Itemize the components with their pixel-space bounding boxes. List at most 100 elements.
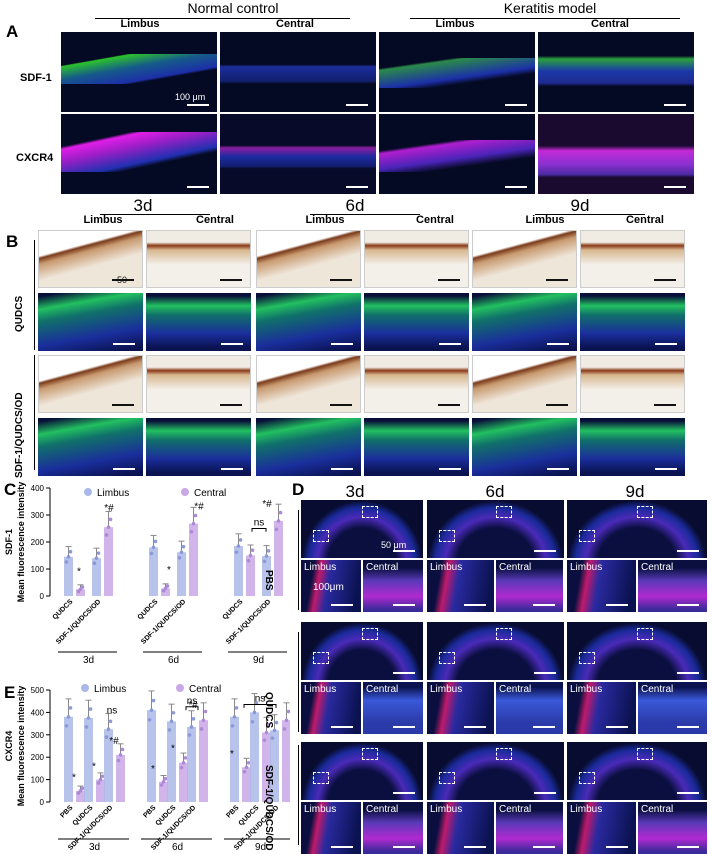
scale-bar	[533, 604, 555, 606]
data-point	[96, 781, 101, 785]
scale-bar	[393, 726, 415, 728]
data-point	[189, 725, 194, 729]
bar	[262, 556, 271, 596]
y-axis-label: Mean fluorescence intensity	[16, 686, 26, 807]
data-point	[86, 716, 91, 720]
inset-box	[362, 506, 378, 518]
significance-label: *	[92, 762, 96, 773]
inset-label: Central	[499, 684, 532, 695]
y-tick-label: 300	[31, 731, 45, 740]
data-point	[179, 550, 184, 555]
inset-box	[637, 748, 653, 760]
scale-bar	[677, 550, 699, 552]
panel-a-letter: A	[6, 22, 19, 41]
scale-bar	[677, 846, 699, 848]
scale-bar	[534, 792, 556, 794]
scale-bar	[533, 726, 555, 728]
inset-box	[496, 628, 512, 640]
legend-marker	[181, 488, 189, 496]
scale-bar	[346, 104, 368, 106]
data-point	[238, 538, 243, 542]
scale-bar	[547, 468, 569, 470]
data-point	[68, 706, 73, 710]
scale-bar	[546, 279, 568, 281]
micrograph-sdf1-keratitis-limbus	[379, 32, 535, 112]
group-line	[95, 18, 350, 19]
legend-label: Limbus	[94, 684, 126, 695]
scale-bar	[677, 792, 699, 794]
bar	[270, 730, 279, 802]
inset-label: Limbus	[304, 562, 337, 573]
scale-bar	[393, 604, 415, 606]
inset-central: Central	[363, 802, 423, 854]
col-limbus: Limbus	[305, 214, 345, 226]
data-point	[100, 774, 105, 779]
group-bracket	[34, 240, 35, 350]
scale-bar	[331, 343, 353, 345]
bar	[262, 732, 271, 802]
data-point	[264, 554, 269, 558]
scale-bar	[438, 279, 460, 281]
data-point	[246, 558, 251, 563]
data-point	[104, 735, 109, 739]
ihc-micrograph	[256, 355, 361, 413]
scale-bar	[113, 468, 135, 470]
inset-limbus: Limbus	[567, 802, 636, 854]
data-point	[96, 551, 101, 555]
data-point	[276, 519, 281, 523]
inset-box	[579, 772, 595, 784]
data-point	[151, 698, 156, 703]
data-point	[159, 783, 164, 787]
data-point	[147, 717, 152, 722]
bar	[177, 552, 186, 596]
y-tick-label: 100	[31, 565, 45, 574]
significance-label: ns	[107, 706, 118, 717]
scale-label: 50 μm	[381, 540, 407, 550]
inset-label: Limbus	[430, 562, 463, 573]
data-point	[262, 559, 267, 564]
day-9d: 9d	[625, 482, 645, 501]
scale-bar	[464, 726, 486, 728]
data-point	[149, 708, 154, 712]
y-tick-label: 200	[31, 753, 45, 762]
significance-label: *	[167, 565, 171, 576]
scale-label: 50 μm	[117, 275, 130, 287]
inset-limbus: Limbus 100μm	[301, 560, 361, 612]
ihc-micrograph	[580, 355, 685, 413]
data-point	[118, 753, 123, 757]
data-point	[151, 545, 156, 550]
day-label: 6d	[172, 842, 183, 853]
day-6d: 6d	[485, 482, 505, 501]
inset-box	[496, 748, 512, 760]
significance-label: *	[151, 764, 155, 775]
scale-bar	[606, 604, 628, 606]
significance-label: ns	[255, 694, 266, 705]
data-point	[169, 719, 174, 724]
data-point	[203, 709, 208, 714]
inset-limbus: Limbus	[567, 560, 636, 612]
scale-bar	[464, 846, 486, 848]
inset-central: Central	[363, 682, 423, 734]
bar	[199, 720, 208, 802]
bar	[282, 720, 290, 802]
data-point	[80, 585, 85, 589]
ns-bracket	[243, 704, 277, 708]
category-label: QUDCS	[52, 598, 75, 621]
fluorescence-micrograph	[472, 293, 577, 351]
day-3d: 3d	[345, 482, 365, 501]
group-line	[410, 18, 680, 19]
micrograph-sdf1-normal-central	[220, 32, 376, 112]
overview-micrograph	[427, 622, 564, 680]
inset-box	[637, 628, 653, 640]
data-point	[199, 727, 204, 731]
day-label: 9d	[253, 655, 264, 666]
data-point	[92, 561, 97, 566]
fluorescence-micrograph	[364, 418, 469, 476]
data-point	[84, 725, 89, 729]
data-point	[98, 777, 103, 782]
col-central: Central	[276, 18, 314, 30]
data-point	[278, 510, 283, 515]
ihc-micrograph: 50 μm	[38, 230, 143, 288]
significance-label: *	[72, 773, 76, 784]
fluorescence-micrograph	[580, 293, 685, 351]
